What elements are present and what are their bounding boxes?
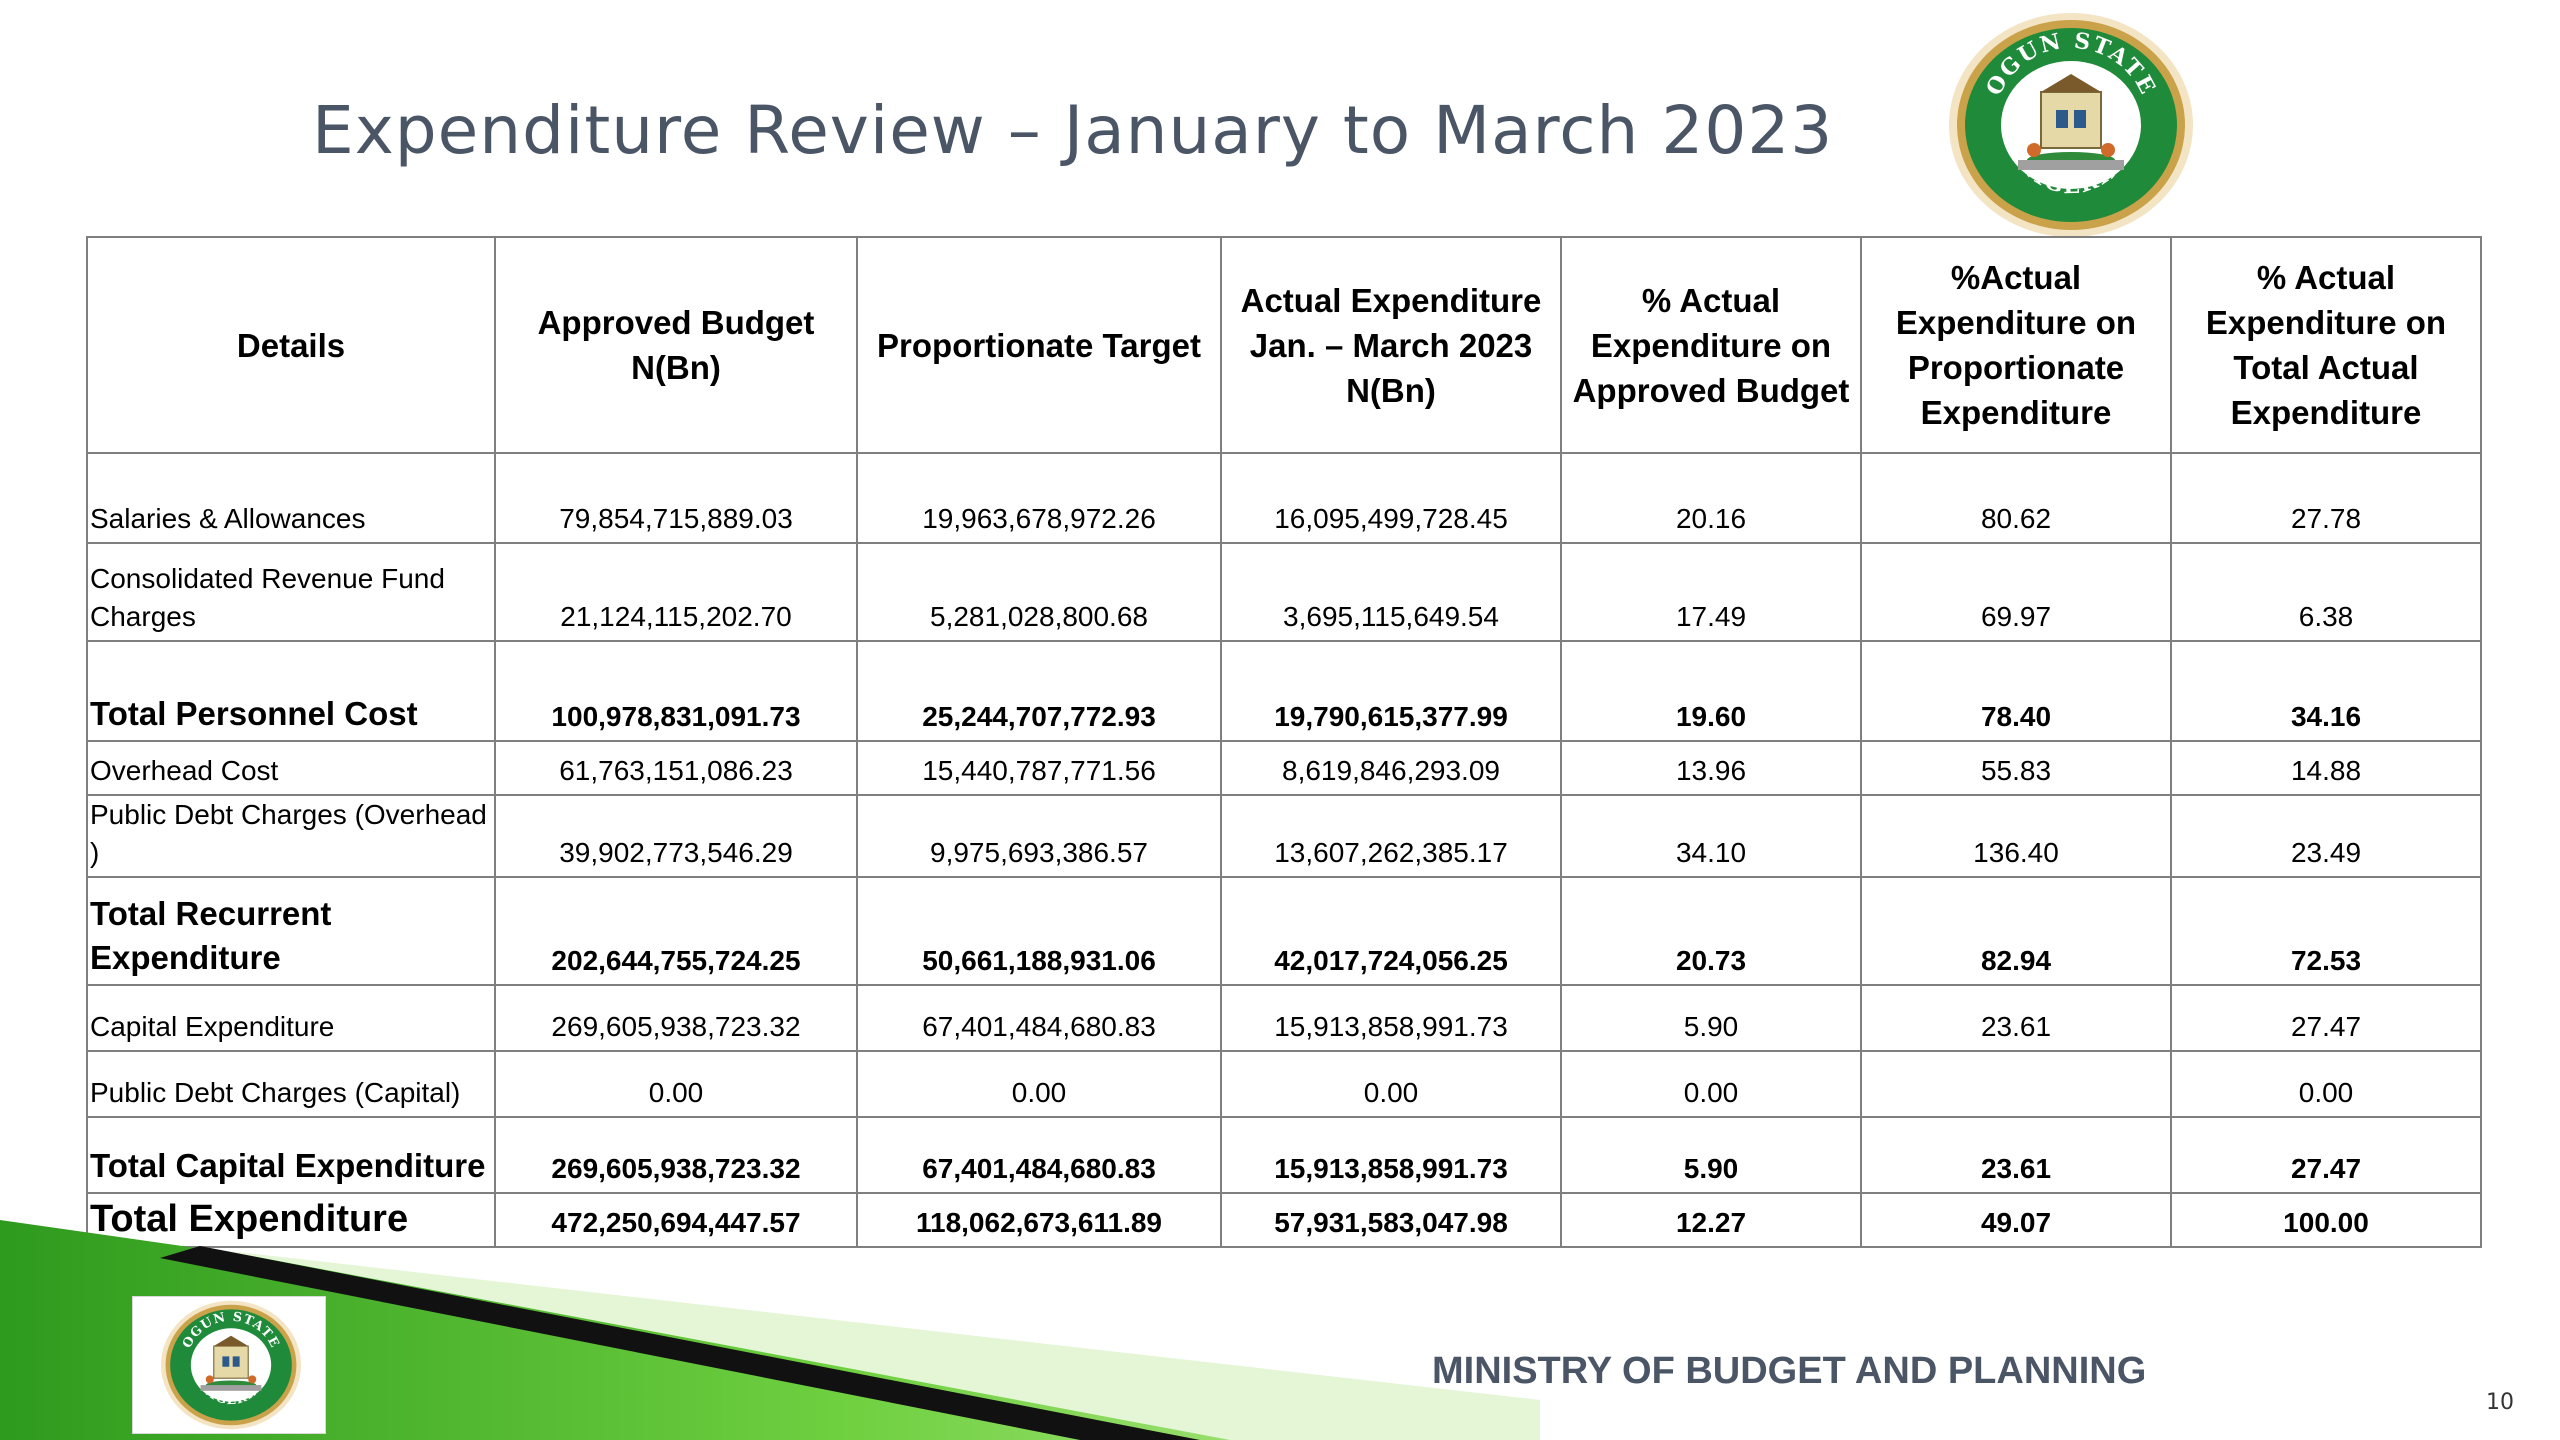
- cell-target: 19,963,678,972.26: [856, 452, 1222, 544]
- cell-pct-total: 34.16: [2170, 640, 2482, 742]
- col-header-proportionate-target: Proportionate Target: [856, 236, 1222, 454]
- cell-approved: 202,644,755,724.25: [494, 876, 858, 986]
- cell-actual: 42,017,724,056.25: [1220, 876, 1562, 986]
- table-row: Salaries & Allowances 79,854,715,889.03 …: [86, 452, 2482, 544]
- cell-pct-approved: 0.00: [1560, 1050, 1862, 1118]
- cell-actual: 3,695,115,649.54: [1220, 542, 1562, 642]
- cell-pct-proportionate: [1860, 1050, 2172, 1118]
- cell-target: 50,661,188,931.06: [856, 876, 1222, 986]
- cell-target: 15,440,787,771.56: [856, 740, 1222, 796]
- table-row: Consolidated Revenue Fund Charges 21,124…: [86, 542, 2482, 642]
- cell-details: Public Debt Charges (Overhead ): [86, 794, 496, 878]
- cell-details: Salaries & Allowances: [86, 452, 496, 544]
- col-header-pct-total: % Actual Expenditure on Total Actual Exp…: [2170, 236, 2482, 454]
- cell-target: 67,401,484,680.83: [856, 984, 1222, 1052]
- col-header-details: Details: [86, 236, 496, 454]
- cell-pct-approved: 5.90: [1560, 1116, 1862, 1194]
- cell-details: Total Expenditure: [86, 1192, 496, 1248]
- table-row: Capital Expenditure 269,605,938,723.32 6…: [86, 984, 2482, 1052]
- cell-target: 118,062,673,611.89: [856, 1192, 1222, 1248]
- cell-pct-proportionate: 23.61: [1860, 984, 2172, 1052]
- cell-approved: 0.00: [494, 1050, 858, 1118]
- cell-approved: 61,763,151,086.23: [494, 740, 858, 796]
- col-header-actual-expenditure: Actual Expenditure Jan. – March 2023 N(B…: [1220, 236, 1562, 454]
- cell-pct-proportionate: 69.97: [1860, 542, 2172, 642]
- cell-approved: 79,854,715,889.03: [494, 452, 858, 544]
- cell-pct-total: 23.49: [2170, 794, 2482, 878]
- cell-pct-total: 6.38: [2170, 542, 2482, 642]
- cell-pct-approved: 17.49: [1560, 542, 1862, 642]
- cell-actual: 19,790,615,377.99: [1220, 640, 1562, 742]
- table-header-row: Details Approved Budget N(Bn) Proportion…: [86, 236, 2482, 454]
- cell-actual: 13,607,262,385.17: [1220, 794, 1562, 878]
- cell-details: Public Debt Charges (Capital): [86, 1050, 496, 1118]
- ogun-state-seal-logo: OGUN STATE NIGERIA: [1949, 13, 2193, 237]
- cell-pct-approved: 20.73: [1560, 876, 1862, 986]
- cell-details: Capital Expenditure: [86, 984, 496, 1052]
- cell-target: 5,281,028,800.68: [856, 542, 1222, 642]
- footer-green-band: [0, 1220, 1540, 1440]
- cell-details: Overhead Cost: [86, 740, 496, 796]
- cell-target: 67,401,484,680.83: [856, 1116, 1222, 1194]
- table-row-total: Total Recurrent Expenditure 202,644,755,…: [86, 876, 2482, 986]
- cell-details: Total Recurrent Expenditure: [86, 876, 496, 986]
- cell-target: 9,975,693,386.57: [856, 794, 1222, 878]
- cell-pct-approved: 12.27: [1560, 1192, 1862, 1248]
- cell-target: 0.00: [856, 1050, 1222, 1118]
- table-row: Public Debt Charges (Capital) 0.00 0.00 …: [86, 1050, 2482, 1118]
- cell-actual: 15,913,858,991.73: [1220, 984, 1562, 1052]
- cell-pct-proportionate: 55.83: [1860, 740, 2172, 796]
- cell-pct-approved: 34.10: [1560, 794, 1862, 878]
- cell-pct-total: 14.88: [2170, 740, 2482, 796]
- cell-pct-proportionate: 49.07: [1860, 1192, 2172, 1248]
- footer-seal-frame: OGUN STATE NIGERIA: [132, 1296, 326, 1434]
- slide-title: Expenditure Review – January to March 20…: [312, 92, 1834, 169]
- cell-approved: 21,124,115,202.70: [494, 542, 858, 642]
- cell-pct-total: 0.00: [2170, 1050, 2482, 1118]
- table-row-grand-total: Total Expenditure 472,250,694,447.57 118…: [86, 1192, 2482, 1248]
- table-row-total: Total Capital Expenditure 269,605,938,72…: [86, 1116, 2482, 1194]
- cell-actual: 16,095,499,728.45: [1220, 452, 1562, 544]
- cell-pct-total: 27.78: [2170, 452, 2482, 544]
- cell-actual: 57,931,583,047.98: [1220, 1192, 1562, 1248]
- expenditure-table: Details Approved Budget N(Bn) Proportion…: [86, 236, 2482, 1248]
- cell-pct-proportionate: 80.62: [1860, 452, 2172, 544]
- cell-pct-total: 27.47: [2170, 1116, 2482, 1194]
- cell-pct-total: 27.47: [2170, 984, 2482, 1052]
- cell-pct-approved: 19.60: [1560, 640, 1862, 742]
- table-row: Public Debt Charges (Overhead ) 39,902,7…: [86, 794, 2482, 878]
- cell-approved: 472,250,694,447.57: [494, 1192, 858, 1248]
- cell-pct-proportionate: 136.40: [1860, 794, 2172, 878]
- cell-details: Consolidated Revenue Fund Charges: [86, 542, 496, 642]
- cell-approved: 100,978,831,091.73: [494, 640, 858, 742]
- table-row-total: Total Personnel Cost 100,978,831,091.73 …: [86, 640, 2482, 742]
- cell-pct-approved: 5.90: [1560, 984, 1862, 1052]
- cell-approved: 269,605,938,723.32: [494, 984, 858, 1052]
- cell-details: Total Personnel Cost: [86, 640, 496, 742]
- cell-pct-total: 72.53: [2170, 876, 2482, 986]
- cell-pct-approved: 13.96: [1560, 740, 1862, 796]
- col-header-approved-budget: Approved Budget N(Bn): [494, 236, 858, 454]
- cell-approved: 269,605,938,723.32: [494, 1116, 858, 1194]
- table-row: Overhead Cost 61,763,151,086.23 15,440,7…: [86, 740, 2482, 796]
- page-number: 10: [2486, 1390, 2514, 1415]
- ministry-footer-text: MINISTRY OF BUDGET AND PLANNING: [1432, 1350, 2147, 1392]
- cell-pct-approved: 20.16: [1560, 452, 1862, 544]
- col-header-pct-proportionate: %Actual Expenditure on Proportionate Exp…: [1860, 236, 2172, 454]
- cell-actual: 0.00: [1220, 1050, 1562, 1118]
- cell-actual: 15,913,858,991.73: [1220, 1116, 1562, 1194]
- col-header-pct-approved: % Actual Expenditure on Approved Budget: [1560, 236, 1862, 454]
- cell-approved: 39,902,773,546.29: [494, 794, 858, 878]
- cell-actual: 8,619,846,293.09: [1220, 740, 1562, 796]
- cell-details: Total Capital Expenditure: [86, 1116, 496, 1194]
- cell-pct-total: 100.00: [2170, 1192, 2482, 1248]
- cell-target: 25,244,707,772.93: [856, 640, 1222, 742]
- cell-pct-proportionate: 78.40: [1860, 640, 2172, 742]
- cell-pct-proportionate: 82.94: [1860, 876, 2172, 986]
- cell-pct-proportionate: 23.61: [1860, 1116, 2172, 1194]
- ogun-state-seal-logo-small: OGUN STATE NIGERIA: [160, 1300, 302, 1430]
